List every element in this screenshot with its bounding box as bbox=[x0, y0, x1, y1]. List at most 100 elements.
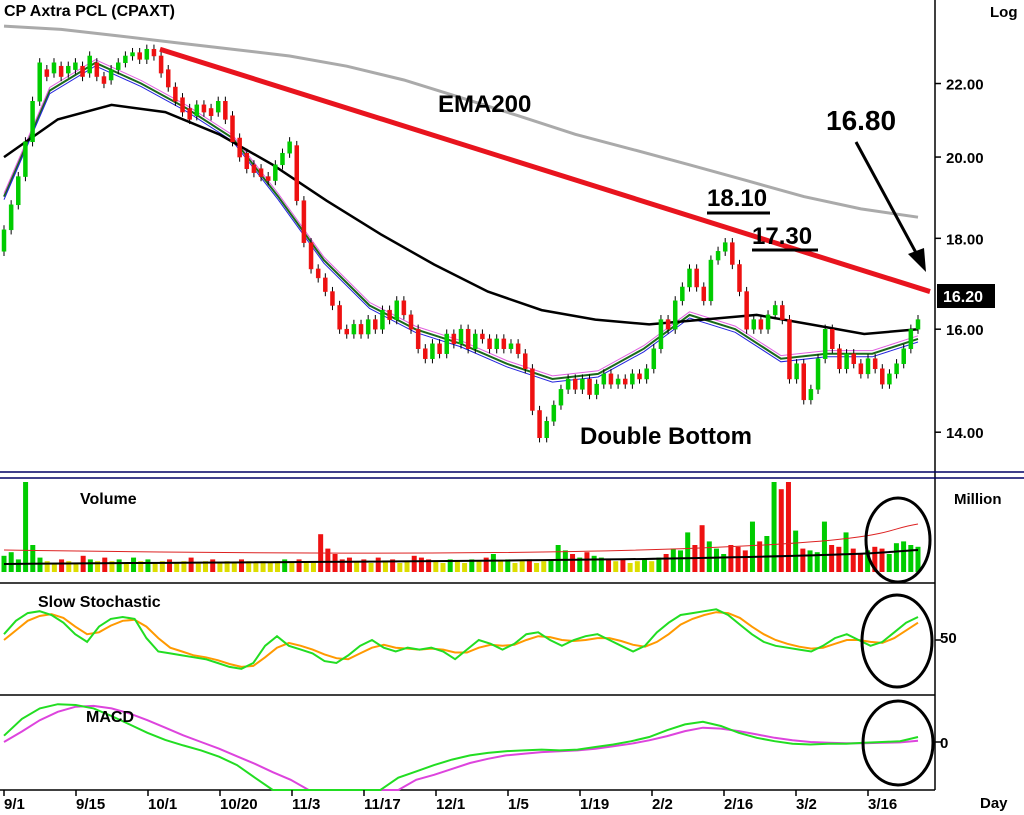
candle-up bbox=[287, 141, 292, 154]
volume-bar bbox=[663, 554, 669, 572]
volume-bar bbox=[15, 559, 21, 572]
volume-bar bbox=[598, 557, 604, 572]
volume-bar bbox=[872, 546, 878, 572]
stochastic-series bbox=[3, 608, 941, 670]
candle-down bbox=[58, 65, 64, 77]
candle-up bbox=[815, 358, 821, 390]
candle-up bbox=[116, 62, 121, 70]
candle-up bbox=[1, 229, 7, 252]
candle-down bbox=[330, 291, 335, 306]
volume-bar bbox=[526, 559, 532, 572]
volume-bar bbox=[728, 545, 734, 572]
candle-up bbox=[108, 69, 114, 81]
volume-bar bbox=[642, 559, 648, 572]
volume-bar bbox=[606, 559, 612, 572]
volume-bar bbox=[195, 563, 201, 572]
candle-down bbox=[694, 268, 699, 288]
target-label: 16.80 bbox=[826, 105, 896, 136]
volume-bar bbox=[850, 548, 856, 572]
price-tick-label: 18.00 bbox=[946, 231, 984, 248]
candle-down bbox=[301, 200, 307, 243]
volume-bars bbox=[1, 482, 921, 572]
candle-up bbox=[365, 319, 371, 335]
candle-down bbox=[530, 368, 535, 411]
volume-bar bbox=[670, 548, 676, 572]
price-tick-label: 16.00 bbox=[946, 322, 984, 339]
x-tick-label: 12/1 bbox=[436, 796, 465, 813]
macd-highlight-circle bbox=[861, 699, 935, 787]
candle-down bbox=[244, 152, 250, 169]
candle-down bbox=[487, 338, 492, 349]
x-tick-label: 9/15 bbox=[76, 796, 105, 813]
candle-up bbox=[615, 378, 621, 385]
candle-down bbox=[837, 348, 842, 370]
volume-bar bbox=[159, 561, 165, 572]
volume-bar bbox=[368, 563, 374, 572]
volume-bar bbox=[699, 525, 705, 572]
candle-down bbox=[173, 86, 178, 102]
volume-bar bbox=[857, 554, 863, 572]
volume-bar bbox=[821, 521, 827, 572]
candle-up bbox=[594, 383, 599, 395]
volume-bar bbox=[23, 482, 29, 572]
volume-bar bbox=[59, 559, 65, 572]
volume-bar bbox=[167, 559, 173, 572]
candle-up bbox=[508, 343, 514, 349]
candle-down bbox=[858, 363, 864, 375]
candle-down bbox=[180, 97, 185, 113]
candle-down bbox=[573, 378, 578, 390]
volume-bar bbox=[843, 532, 849, 572]
candle-up bbox=[66, 65, 71, 74]
volume-bar bbox=[296, 559, 302, 572]
candle-up bbox=[87, 55, 92, 74]
volume-bar bbox=[310, 563, 316, 572]
volume-bar bbox=[152, 563, 158, 572]
candle-up bbox=[23, 141, 28, 177]
candle-down bbox=[251, 164, 257, 173]
macd-tick-0: 0 bbox=[940, 735, 948, 752]
candle-up bbox=[808, 389, 814, 401]
candle-down bbox=[437, 343, 442, 354]
candle-down bbox=[730, 242, 735, 265]
volume-bar bbox=[541, 561, 547, 572]
volume-bar bbox=[512, 563, 518, 572]
volume-bar bbox=[713, 548, 719, 572]
volume-average-line-2 bbox=[3, 523, 919, 554]
candle-down bbox=[373, 319, 378, 330]
volume-bar bbox=[678, 550, 684, 572]
candle-up bbox=[794, 363, 799, 380]
left-peak-label: 18.10 bbox=[707, 185, 767, 212]
x-tick-label: 3/16 bbox=[868, 796, 897, 813]
volume-bar bbox=[498, 561, 504, 572]
volume-bar bbox=[879, 548, 885, 572]
candle-down bbox=[780, 305, 785, 320]
volume-bar bbox=[231, 563, 237, 572]
candle-down bbox=[665, 319, 671, 330]
volume-bar bbox=[224, 561, 230, 572]
volume-bar bbox=[102, 557, 108, 572]
volume-bar bbox=[886, 554, 892, 572]
candle-down bbox=[151, 48, 157, 57]
candle-down bbox=[223, 101, 228, 120]
candle-down bbox=[537, 410, 542, 438]
volume-bar bbox=[282, 559, 288, 572]
volume-panel-title: Volume bbox=[80, 491, 137, 508]
stoch-k-line bbox=[3, 608, 919, 670]
volume-bar bbox=[793, 530, 799, 572]
candle-down bbox=[230, 115, 235, 143]
x-tick-label: 2/2 bbox=[652, 796, 673, 813]
volume-bar bbox=[354, 561, 360, 572]
candle-down bbox=[408, 314, 414, 330]
volume-bar bbox=[807, 550, 813, 572]
candle-up bbox=[551, 404, 557, 422]
volume-bar bbox=[742, 550, 748, 572]
x-tick-label: 1/19 bbox=[580, 796, 609, 813]
price-tick-label: 22.00 bbox=[946, 77, 984, 94]
ema200-line bbox=[3, 24, 919, 219]
candle-down bbox=[387, 309, 392, 320]
candle-up bbox=[380, 309, 385, 330]
candle-up bbox=[658, 319, 664, 349]
volume-bar bbox=[44, 561, 50, 572]
candle-up bbox=[565, 378, 571, 390]
candle-down bbox=[415, 328, 421, 349]
